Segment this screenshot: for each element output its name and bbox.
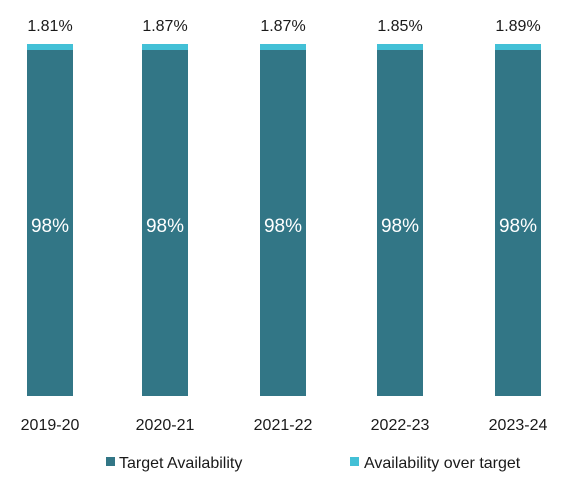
bar-target-2022-23 [377, 50, 423, 396]
legend-label-target: Target Availability [119, 455, 242, 472]
x-axis-ticks: 2019-20 2020-21 2021-22 2022-23 2023-24 [21, 417, 548, 434]
x-tick-label-2023-24: 2023-24 [489, 417, 548, 434]
data-label-over-target-2023-24: 1.89% [495, 18, 540, 35]
data-label-target-2023-24: 98% [499, 216, 537, 237]
data-label-over-target-2021-22: 1.87% [260, 18, 305, 35]
bar-over-target-2021-22 [260, 44, 306, 50]
data-label-target-2021-22: 98% [264, 216, 302, 237]
legend-swatch-target [106, 457, 115, 466]
legend: Target Availability Availability over tar… [106, 455, 521, 472]
x-tick-label-2019-20: 2019-20 [21, 417, 80, 434]
labels-layer: 98% 1.81% 98% 1.87% 98% 1.87% 98% 1.85% 98% 1.89% [27, 18, 540, 237]
bar-target-2023-24 [495, 50, 541, 396]
bar-target-2019-20 [27, 50, 73, 396]
data-label-over-target-2022-23: 1.85% [377, 18, 422, 35]
x-tick-label-2020-21: 2020-21 [136, 417, 195, 434]
data-label-target-2022-23: 98% [381, 216, 419, 237]
data-label-over-target-2020-21: 1.87% [142, 18, 187, 35]
data-label-target-2020-21: 98% [146, 216, 184, 237]
data-label-over-target-2019-20: 1.81% [27, 18, 72, 35]
bar-over-target-2020-21 [142, 44, 188, 50]
bar-over-target-2019-20 [27, 44, 73, 50]
bar-target-2020-21 [142, 50, 188, 396]
legend-swatch-over-target [350, 457, 359, 466]
data-label-target-2019-20: 98% [31, 216, 69, 237]
x-tick-label-2021-22: 2021-22 [254, 417, 313, 434]
legend-label-over-target: Availability over target [364, 455, 521, 472]
bar-over-target-2022-23 [377, 44, 423, 50]
bar-over-target-2023-24 [495, 44, 541, 50]
bars-layer [27, 44, 541, 396]
bar-target-2021-22 [260, 50, 306, 396]
x-tick-label-2022-23: 2022-23 [371, 417, 430, 434]
